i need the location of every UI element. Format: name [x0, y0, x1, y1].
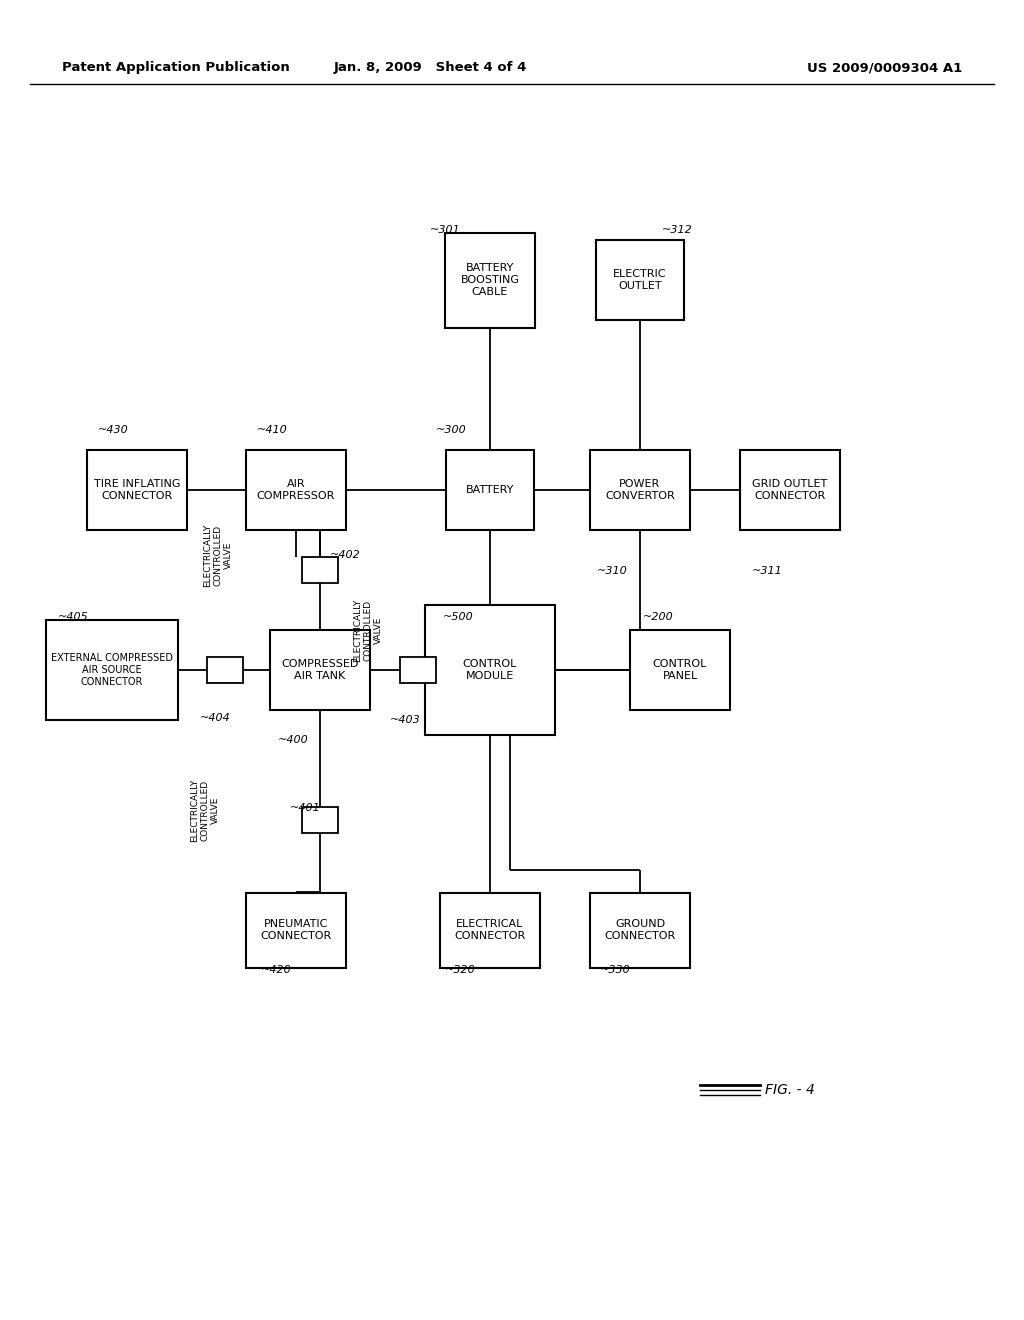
Text: PNEUMATIC
CONNECTOR: PNEUMATIC CONNECTOR: [260, 919, 332, 941]
Text: AIR
COMPRESSOR: AIR COMPRESSOR: [257, 479, 335, 500]
Text: ~500: ~500: [443, 612, 474, 622]
Text: ELECTRICALLY
CONTROLLED
VALVE: ELECTRICALLY CONTROLLED VALVE: [190, 779, 220, 842]
Text: ELECTRICALLY
CONTROLLED
VALVE: ELECTRICALLY CONTROLLED VALVE: [353, 598, 383, 661]
Text: ~310: ~310: [597, 566, 628, 576]
Text: Patent Application Publication: Patent Application Publication: [62, 62, 290, 74]
Text: ~403: ~403: [390, 715, 421, 725]
FancyBboxPatch shape: [596, 240, 684, 319]
Text: ~320: ~320: [445, 965, 476, 975]
FancyBboxPatch shape: [46, 620, 178, 719]
Text: FIG. - 4: FIG. - 4: [765, 1082, 815, 1097]
Text: ELECTRICAL
CONNECTOR: ELECTRICAL CONNECTOR: [455, 919, 525, 941]
FancyBboxPatch shape: [630, 630, 730, 710]
FancyBboxPatch shape: [740, 450, 840, 531]
Text: BATTERY: BATTERY: [466, 484, 514, 495]
Text: EXTERNAL COMPRESSED
AIR SOURCE
CONNECTOR: EXTERNAL COMPRESSED AIR SOURCE CONNECTOR: [51, 653, 173, 686]
Text: ~405: ~405: [58, 612, 89, 622]
Text: ~311: ~311: [752, 566, 782, 576]
FancyBboxPatch shape: [590, 450, 690, 531]
Text: ~200: ~200: [643, 612, 674, 622]
Text: GROUND
CONNECTOR: GROUND CONNECTOR: [604, 919, 676, 941]
FancyBboxPatch shape: [246, 450, 346, 531]
FancyBboxPatch shape: [302, 557, 338, 583]
Text: US 2009/0009304 A1: US 2009/0009304 A1: [807, 62, 962, 74]
Text: ~330: ~330: [600, 965, 631, 975]
Text: POWER
CONVERTOR: POWER CONVERTOR: [605, 479, 675, 500]
Text: ELECTRIC
OUTLET: ELECTRIC OUTLET: [613, 269, 667, 290]
FancyBboxPatch shape: [440, 892, 540, 968]
Text: ~400: ~400: [278, 735, 309, 744]
Text: ~430: ~430: [98, 425, 129, 436]
Text: ~410: ~410: [257, 425, 288, 436]
Text: Jan. 8, 2009   Sheet 4 of 4: Jan. 8, 2009 Sheet 4 of 4: [334, 62, 526, 74]
FancyBboxPatch shape: [445, 232, 535, 327]
FancyBboxPatch shape: [270, 630, 370, 710]
FancyBboxPatch shape: [246, 892, 346, 968]
Text: GRID OUTLET
CONNECTOR: GRID OUTLET CONNECTOR: [753, 479, 827, 500]
Text: CONTROL
PANEL: CONTROL PANEL: [653, 659, 708, 681]
FancyBboxPatch shape: [590, 892, 690, 968]
Text: BATTERY
BOOSTING
CABLE: BATTERY BOOSTING CABLE: [461, 264, 519, 297]
FancyBboxPatch shape: [446, 450, 534, 531]
Text: COMPRESSED
AIR TANK: COMPRESSED AIR TANK: [282, 659, 358, 681]
Text: ~300: ~300: [436, 425, 467, 436]
Text: ~312: ~312: [662, 224, 693, 235]
Text: ELECTRICALLY
CONTROLLED
VALVE: ELECTRICALLY CONTROLLED VALVE: [203, 523, 232, 586]
FancyBboxPatch shape: [207, 657, 243, 682]
FancyBboxPatch shape: [87, 450, 187, 531]
Text: CONTROL
MODULE: CONTROL MODULE: [463, 659, 517, 681]
FancyBboxPatch shape: [400, 657, 436, 682]
FancyBboxPatch shape: [302, 807, 338, 833]
Text: ~301: ~301: [430, 224, 461, 235]
FancyBboxPatch shape: [425, 605, 555, 735]
Text: ~401: ~401: [290, 803, 321, 813]
Text: TIRE INFLATING
CONNECTOR: TIRE INFLATING CONNECTOR: [94, 479, 180, 500]
Text: ~402: ~402: [330, 550, 360, 560]
Text: ~404: ~404: [200, 713, 230, 723]
Text: ~420: ~420: [261, 965, 292, 975]
